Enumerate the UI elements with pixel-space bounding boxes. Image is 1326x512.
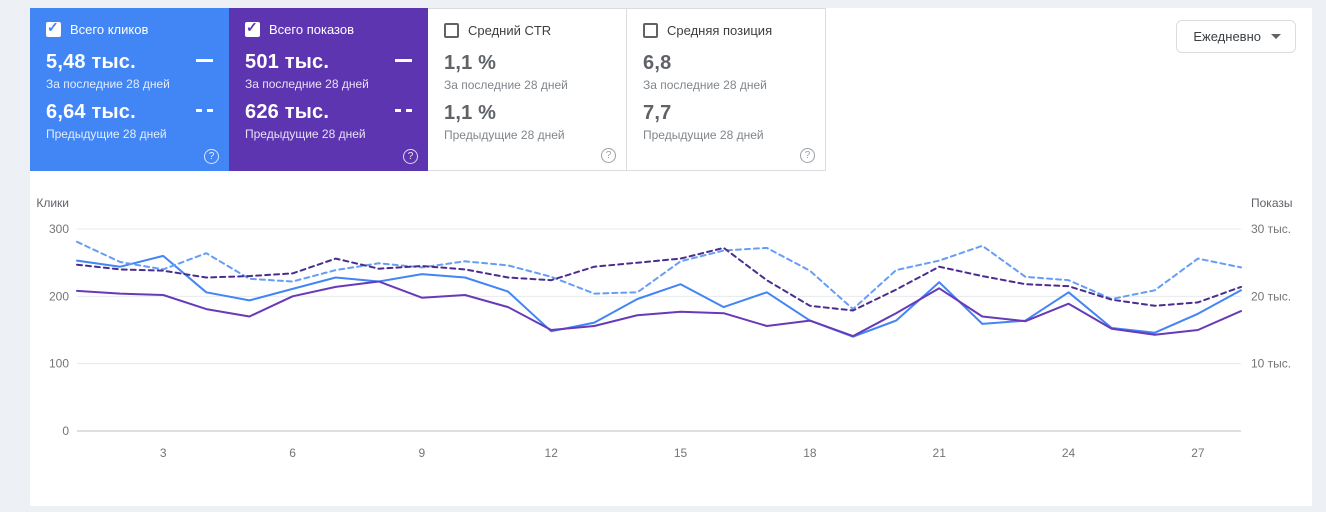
interval-dropdown[interactable]: Ежедневно bbox=[1176, 20, 1296, 53]
svg-text:10 тыс.: 10 тыс. bbox=[1251, 357, 1291, 371]
svg-text:6: 6 bbox=[289, 446, 296, 460]
metric-card-label: Средний CTR bbox=[468, 23, 552, 38]
metric-card-label: Средняя позиция bbox=[667, 23, 773, 38]
total-clicks-checkbox[interactable]: ✓ bbox=[46, 19, 61, 37]
metric-caption-previous: Предыдущие 28 дней bbox=[245, 127, 366, 141]
svg-text:18: 18 bbox=[803, 446, 817, 460]
svg-text:30 тыс.: 30 тыс. bbox=[1251, 222, 1291, 236]
metric-caption-previous: Предыдущие 28 дней bbox=[643, 128, 764, 142]
metric-value-previous: 7,7 bbox=[643, 102, 672, 124]
metric-cards-row: ✓ Всего кликов 5,48 тыс. За последние 28… bbox=[30, 8, 1312, 171]
svg-text:300: 300 bbox=[49, 222, 69, 236]
svg-text:3: 3 bbox=[160, 446, 167, 460]
help-icon[interactable]: ? bbox=[204, 149, 219, 164]
chevron-down-icon bbox=[1271, 34, 1281, 39]
help-icon[interactable]: ? bbox=[800, 148, 815, 163]
help-icon[interactable]: ? bbox=[601, 148, 616, 163]
interval-dropdown-label: Ежедневно bbox=[1193, 29, 1261, 44]
svg-text:0: 0 bbox=[62, 424, 69, 438]
metric-caption-current: За последние 28 дней bbox=[46, 77, 170, 91]
metric-caption-previous: Предыдущие 28 дней bbox=[46, 127, 167, 141]
current-period-line-mark bbox=[395, 59, 412, 62]
metric-value-current: 5,48 тыс. bbox=[46, 51, 136, 73]
performance-chart: 0 100 200 300 10 тыс. 20 тыс. 30 тыс. 3 6 9 12 15 18… bbox=[30, 195, 1312, 476]
svg-text:15: 15 bbox=[674, 446, 688, 460]
clicks-impressions-line-chart: 0 100 200 300 10 тыс. 20 тыс. 30 тыс. 3 6 9 12 15 18… bbox=[36, 196, 1292, 460]
svg-text:27: 27 bbox=[1191, 446, 1205, 460]
previous-period-line-mark bbox=[395, 109, 412, 112]
svg-text:24: 24 bbox=[1062, 446, 1076, 460]
metric-value-current: 6,8 bbox=[643, 52, 672, 74]
metric-value-previous: 6,64 тыс. bbox=[46, 101, 136, 123]
svg-text:12: 12 bbox=[545, 446, 559, 460]
metric-card-total-impressions[interactable]: ✓ Всего показов 501 тыс. За последние 28… bbox=[229, 8, 428, 171]
metric-value-current: 1,1 % bbox=[444, 52, 497, 74]
svg-text:Клики: Клики bbox=[36, 196, 69, 210]
metric-value-current: 501 тыс. bbox=[245, 51, 330, 73]
metric-card-label: Всего кликов bbox=[70, 22, 149, 37]
metric-caption-current: За последние 28 дней bbox=[444, 78, 568, 92]
current-period-line-mark bbox=[196, 59, 213, 62]
svg-text:9: 9 bbox=[419, 446, 426, 460]
average-position-checkbox[interactable] bbox=[643, 23, 658, 38]
metric-card-average-ctr[interactable]: Средний CTR 1,1 % За последние 28 дней 1… bbox=[428, 8, 627, 171]
svg-text:Показы: Показы bbox=[1251, 196, 1292, 210]
svg-text:21: 21 bbox=[933, 446, 947, 460]
performance-report-panel: ✓ Всего кликов 5,48 тыс. За последние 28… bbox=[30, 8, 1312, 506]
metric-card-label: Всего показов bbox=[269, 22, 354, 37]
total-impressions-checkbox[interactable]: ✓ bbox=[245, 19, 260, 37]
metric-value-previous: 1,1 % bbox=[444, 102, 497, 124]
metric-card-total-clicks[interactable]: ✓ Всего кликов 5,48 тыс. За последние 28… bbox=[30, 8, 229, 171]
checkmark-icon: ✓ bbox=[47, 19, 59, 35]
previous-period-line-mark bbox=[196, 109, 213, 112]
svg-text:200: 200 bbox=[49, 289, 69, 303]
help-icon[interactable]: ? bbox=[403, 149, 418, 164]
metric-caption-previous: Предыдущие 28 дней bbox=[444, 128, 565, 142]
svg-text:20 тыс.: 20 тыс. bbox=[1251, 289, 1291, 303]
checkmark-icon: ✓ bbox=[246, 19, 258, 35]
average-ctr-checkbox[interactable] bbox=[444, 23, 459, 38]
metric-card-average-position[interactable]: Средняя позиция 6,8 За последние 28 дней… bbox=[627, 8, 826, 171]
metric-caption-current: За последние 28 дней bbox=[245, 77, 369, 91]
metric-caption-current: За последние 28 дней bbox=[643, 78, 767, 92]
metric-value-previous: 626 тыс. bbox=[245, 101, 330, 123]
svg-text:100: 100 bbox=[49, 357, 69, 371]
